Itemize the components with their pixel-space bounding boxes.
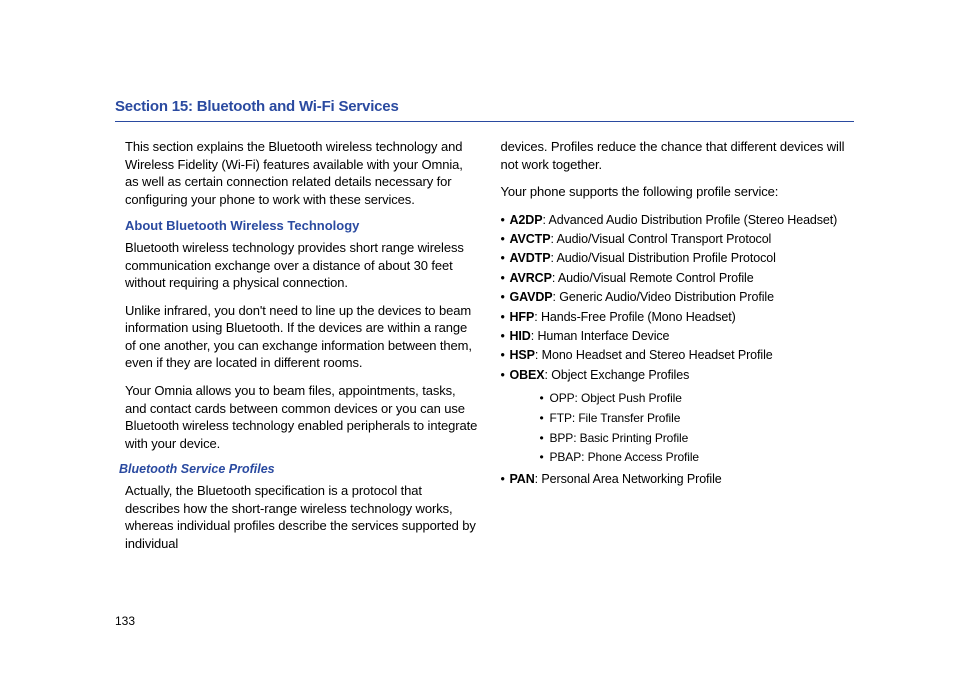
document-page: Section 15: Bluetooth and Wi-Fi Services… xyxy=(0,0,954,562)
profile-code: GAVDP xyxy=(510,290,553,304)
profile-item: AVCTP: Audio/Visual Control Transport Pr… xyxy=(501,230,855,249)
profile-desc: : Mono Headset and Stereo Headset Profil… xyxy=(535,348,773,362)
profile-code: A2DP xyxy=(510,213,543,227)
profile-item: OBEX: Object Exchange Profiles OPP: Obje… xyxy=(501,366,855,469)
profile-desc: : Object Exchange Profiles xyxy=(545,368,690,382)
profile-item: HSP: Mono Headset and Stereo Headset Pro… xyxy=(501,346,855,365)
body-paragraph: Your Omnia allows you to beam files, app… xyxy=(125,382,479,452)
right-column: devices. Profiles reduce the chance that… xyxy=(501,138,855,562)
profile-code: HFP xyxy=(510,310,535,324)
sub-profile-item: FTP: File Transfer Profile xyxy=(540,409,855,429)
profile-code: HID xyxy=(510,329,531,343)
profile-desc: : Human Interface Device xyxy=(531,329,670,343)
profile-code: AVCTP xyxy=(510,232,551,246)
profile-item: PAN: Personal Area Networking Profile xyxy=(501,470,855,489)
profiles-list: A2DP: Advanced Audio Distribution Profil… xyxy=(501,211,855,490)
intro-paragraph: This section explains the Bluetooth wire… xyxy=(125,138,479,208)
profile-item: AVRCP: Audio/Visual Remote Control Profi… xyxy=(501,269,855,288)
sub-profile-item: PBAP: Phone Access Profile xyxy=(540,448,855,468)
profile-desc: : Generic Audio/Video Distribution Profi… xyxy=(553,290,774,304)
profile-desc: : Audio/Visual Remote Control Profile xyxy=(552,271,754,285)
profiles-subheading: Bluetooth Service Profiles xyxy=(119,462,479,476)
sub-profile-item: OPP: Object Push Profile xyxy=(540,389,855,409)
profiles-lead-in: Your phone supports the following profil… xyxy=(501,183,855,201)
profile-item: A2DP: Advanced Audio Distribution Profil… xyxy=(501,211,855,230)
body-paragraph: Bluetooth wireless technology provides s… xyxy=(125,239,479,292)
body-paragraph: Actually, the Bluetooth specification is… xyxy=(125,482,479,552)
profile-item: GAVDP: Generic Audio/Video Distribution … xyxy=(501,288,855,307)
profile-item: HFP: Hands-Free Profile (Mono Headset) xyxy=(501,308,855,327)
body-paragraph: Unlike infrared, you don't need to line … xyxy=(125,302,479,372)
obex-sublist: OPP: Object Push Profile FTP: File Trans… xyxy=(510,389,855,468)
profile-desc: : Hands-Free Profile (Mono Headset) xyxy=(534,310,735,324)
left-column: This section explains the Bluetooth wire… xyxy=(115,138,479,562)
about-heading: About Bluetooth Wireless Technology xyxy=(125,218,479,233)
profile-code: AVRCP xyxy=(510,271,552,285)
profile-item: AVDTP: Audio/Visual Distribution Profile… xyxy=(501,249,855,268)
profile-code: HSP xyxy=(510,348,535,362)
profile-desc: : Advanced Audio Distribution Profile (S… xyxy=(542,213,837,227)
profile-desc: : Personal Area Networking Profile xyxy=(535,472,722,486)
page-number: 133 xyxy=(115,614,135,628)
profile-item: HID: Human Interface Device xyxy=(501,327,855,346)
section-title: Section 15: Bluetooth and Wi-Fi Services xyxy=(115,98,854,122)
profile-code: AVDTP xyxy=(510,251,551,265)
sub-profile-item: BPP: Basic Printing Profile xyxy=(540,429,855,449)
two-column-layout: This section explains the Bluetooth wire… xyxy=(115,138,854,562)
profile-code: OBEX xyxy=(510,368,545,382)
profile-code: PAN xyxy=(510,472,535,486)
profile-desc: : Audio/Visual Control Transport Protoco… xyxy=(550,232,771,246)
profile-desc: : Audio/Visual Distribution Profile Prot… xyxy=(550,251,775,265)
body-paragraph-continuation: devices. Profiles reduce the chance that… xyxy=(501,138,855,173)
